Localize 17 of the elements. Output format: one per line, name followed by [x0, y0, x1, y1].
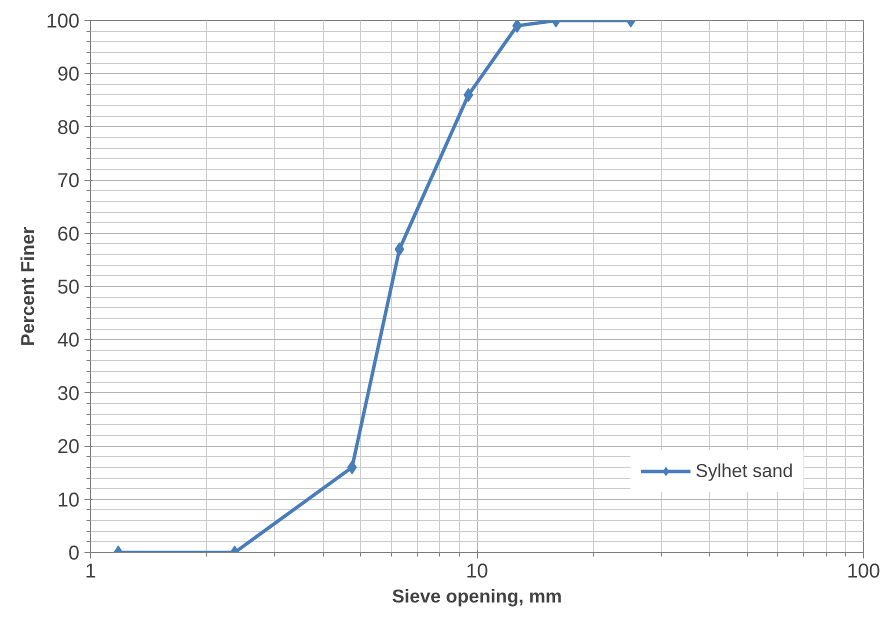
x-axis-title: Sieve opening, mm [392, 586, 562, 606]
legend-label: Sylhet sand [696, 460, 793, 482]
y-axis-title: Percent Finer [17, 226, 38, 346]
y-tick-label: 90 [57, 64, 80, 86]
y-tick-label: 80 [57, 116, 80, 139]
x-tick-label: 10 [466, 560, 488, 582]
y-tick-label: 50 [57, 276, 80, 298]
y-tick-label: 40 [57, 330, 80, 352]
y-tick-label: 60 [57, 223, 80, 246]
y-tick-label: 0 [68, 542, 80, 564]
y-tick-label: 100 [46, 10, 80, 32]
x-tick-label: 1 [84, 560, 96, 582]
y-tick-label: 70 [57, 170, 80, 192]
y-tick-label: 20 [57, 436, 80, 458]
y-tick-label: 30 [57, 382, 80, 405]
y-tick-label: 10 [57, 489, 80, 512]
x-tick-label: 100 [846, 560, 880, 582]
